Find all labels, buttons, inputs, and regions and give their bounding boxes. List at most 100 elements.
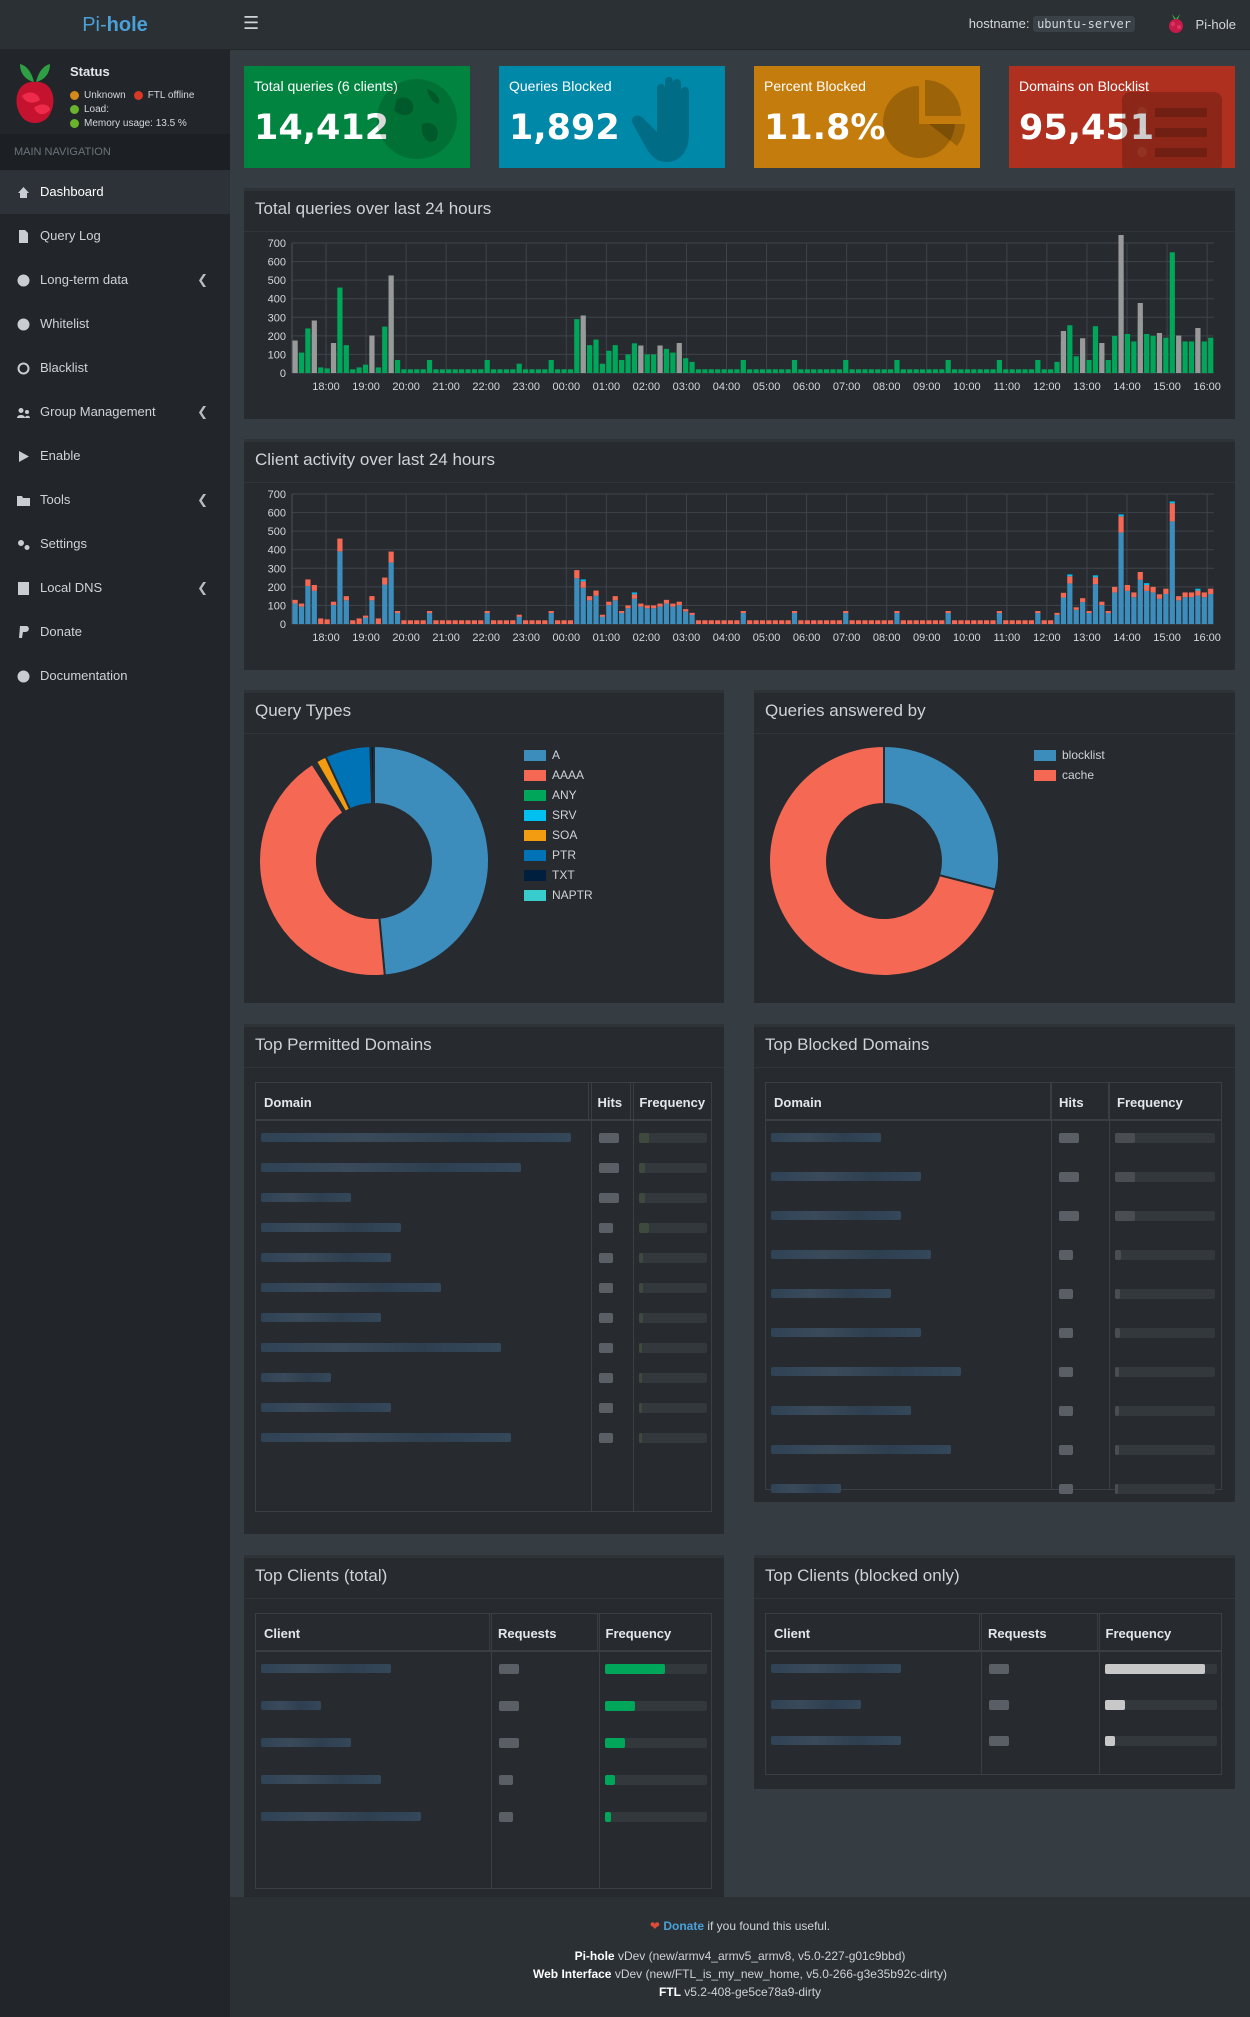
chevron-left-icon[interactable]: ❮ [197,580,208,595]
bar-segment-client-a [343,600,349,624]
bar-segment-client-b [1169,503,1175,522]
sidebar-item-label: Query Log [40,228,101,243]
table-row[interactable] [256,1123,711,1153]
sidebar-item-documentation[interactable]: Documentation [0,654,230,698]
column-header-domain[interactable]: Domain [766,1083,1051,1119]
table-row[interactable] [766,1318,1221,1357]
table-row[interactable] [256,1802,711,1839]
table-row[interactable] [766,1396,1221,1435]
legend-item-txt[interactable]: TXT [524,865,593,885]
column-header-domain[interactable]: Domain [256,1083,590,1119]
legend-item-cache[interactable]: cache [1034,765,1105,785]
redacted-count [1059,1367,1073,1377]
donut-slice-blocklist[interactable] [883,744,1000,891]
table-row[interactable] [766,1162,1221,1201]
donut-slice-cache[interactable] [768,744,997,977]
table-row[interactable] [766,1690,1221,1726]
sidebar-item-donate[interactable]: Donate [0,610,230,654]
donut-slice-txt[interactable] [369,744,375,806]
chevron-left-icon[interactable]: ❮ [197,272,208,287]
table-row[interactable] [256,1273,711,1303]
table-row[interactable] [256,1213,711,1243]
x-tick-label: 06:00 [793,632,821,644]
sidebar-item-query-log[interactable]: Query Log [0,214,230,258]
legend-swatch [1034,769,1056,781]
sidebar-item-settings[interactable]: Settings [0,522,230,566]
table-row[interactable] [766,1435,1221,1474]
table-row[interactable] [256,1303,711,1333]
sidebar-item-local-dns[interactable]: Local DNS ❮ [0,566,230,610]
x-tick-label: 21:00 [432,381,460,393]
table-row[interactable] [766,1279,1221,1318]
sidebar-item-tools[interactable]: Tools ❮ [0,478,230,522]
table-row[interactable] [256,1691,711,1728]
user-menu[interactable]: Pi-hole [1166,12,1236,36]
bar [414,369,420,373]
table-row[interactable] [256,1363,711,1393]
column-header-requests[interactable]: Requests [490,1614,598,1650]
sidebar-item-enable[interactable]: Enable [0,434,230,478]
table-row[interactable] [766,1123,1221,1162]
chevron-left-icon[interactable]: ❮ [197,492,208,507]
chevron-left-icon[interactable]: ❮ [197,404,208,419]
table-row[interactable] [256,1333,711,1363]
sidebar-toggle-icon[interactable]: ☰ [243,13,260,33]
logo[interactable]: Pi-hole [82,14,148,36]
column-header-frequency[interactable]: Frequency [1117,1095,1183,1110]
legend-item-blocklist[interactable]: blocklist [1034,745,1105,765]
column-header-hits[interactable]: Hits [1051,1083,1109,1119]
bar-segment-client-b [1182,592,1188,598]
sidebar-item-group-management[interactable]: Group Management ❮ [0,390,230,434]
table-row[interactable] [766,1726,1221,1762]
table-row[interactable] [766,1240,1221,1279]
globe-icon [377,79,457,159]
bar-segment-client-a [305,586,311,624]
table-row[interactable] [766,1654,1221,1690]
column-header-hits[interactable]: Hits [589,1083,632,1119]
table-row[interactable] [766,1357,1221,1396]
column-header-frequency[interactable]: Frequency [1105,1626,1172,1641]
top-blocked-title: Top Blocked Domains [765,1035,930,1054]
table-row[interactable] [256,1153,711,1183]
legend-item-any[interactable]: ANY [524,785,593,805]
redacted-name [261,1283,441,1292]
legend-item-srv[interactable]: SRV [524,805,593,825]
sidebar-item-blacklist[interactable]: Blacklist [0,346,230,390]
bar-segment-client-a [292,603,298,624]
sidebar-item-long-term-data[interactable]: Long-term data ❮ [0,258,230,302]
table-row[interactable] [766,1201,1221,1240]
table-row[interactable] [256,1243,711,1273]
table-row[interactable] [256,1423,711,1453]
column-header-frequency[interactable]: Frequency [605,1626,672,1641]
table-row[interactable] [256,1765,711,1802]
x-tick-label: 06:00 [793,381,821,393]
legend-item-a[interactable]: A [524,745,593,765]
legend-item-aaaa[interactable]: AAAA [524,765,593,785]
bar [1144,334,1150,373]
donut-slice-a[interactable] [373,744,490,977]
sidebar-item-whitelist[interactable]: Whitelist [0,302,230,346]
table-row[interactable] [256,1393,711,1423]
donut-slice-aaaa[interactable] [258,762,386,977]
table-row[interactable] [256,1654,711,1691]
column-header-frequency[interactable]: Frequency [639,1095,706,1110]
bar-segment-client-a [945,612,951,624]
table-row[interactable] [256,1728,711,1765]
bar-segment-client-b [343,596,349,601]
legend-item-ptr[interactable]: PTR [524,845,593,865]
legend-item-naptr[interactable]: NAPTR [524,885,593,905]
redacted-count [599,1373,613,1383]
x-tick-label: 10:00 [953,632,981,644]
donate-link[interactable]: Donate [663,1919,704,1933]
column-header-client[interactable]: Client [256,1614,490,1650]
sidebar-item-dashboard[interactable]: Dashboard [0,170,230,214]
column-header-client[interactable]: Client [766,1614,981,1650]
table-row[interactable] [766,1474,1221,1513]
redacted-count [1059,1406,1073,1416]
bar [1208,337,1214,373]
bar [926,369,932,373]
frequency-bar-track [605,1738,707,1748]
legend-item-soa[interactable]: SOA [524,825,593,845]
table-row[interactable] [256,1183,711,1213]
column-header-requests[interactable]: Requests [980,1614,1098,1650]
